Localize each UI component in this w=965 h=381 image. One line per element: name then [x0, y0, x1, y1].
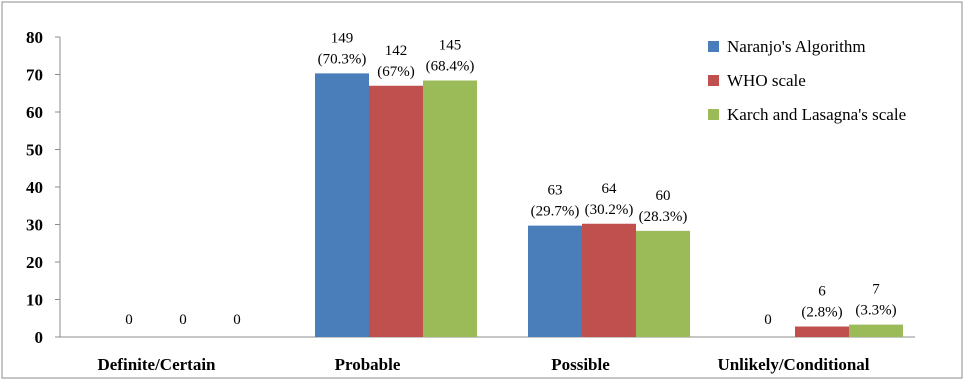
data-label-count: 145 — [439, 38, 462, 54]
data-label-count: 149 — [331, 30, 354, 46]
y-tick-label: 80 — [26, 28, 43, 47]
legend-swatch — [708, 109, 719, 120]
data-label: 0 — [764, 312, 772, 328]
data-label: 0 — [125, 312, 133, 328]
data-label-percent: (68.4%) — [426, 59, 475, 75]
bar — [528, 225, 582, 337]
category-label: Unlikely/Conditional — [717, 355, 869, 374]
data-label-percent: (70.3%) — [318, 51, 367, 67]
data-label-percent: (29.7%) — [531, 204, 580, 220]
y-tick-label: 10 — [26, 291, 43, 310]
bar — [582, 223, 636, 337]
y-tick-label: 70 — [26, 66, 43, 85]
bar — [315, 73, 369, 337]
legend-swatch — [708, 75, 719, 86]
legend-swatch — [708, 41, 719, 52]
y-tick-label: 60 — [26, 103, 43, 122]
bar — [369, 85, 423, 337]
data-label: 0 — [233, 312, 241, 328]
category-label: Probable — [335, 355, 401, 374]
bar — [849, 324, 903, 337]
bar — [636, 230, 690, 337]
data-label-count: 6 — [818, 284, 826, 300]
data-label-percent: (67%) — [377, 64, 415, 80]
category-label: Possible — [551, 355, 610, 374]
category-label: Definite/Certain — [97, 355, 216, 374]
bar — [423, 80, 477, 337]
data-label-count: 60 — [656, 188, 671, 204]
y-tick-label: 40 — [26, 178, 43, 197]
y-tick-label: 0 — [35, 328, 44, 347]
legend-label: Karch and Lasagna's scale — [727, 105, 906, 124]
y-tick-label: 30 — [26, 216, 43, 235]
data-label-count: 63 — [548, 183, 563, 199]
data-label-count: 7 — [872, 282, 880, 298]
legend-label: Naranjo's Algorithm — [727, 37, 866, 56]
y-tick-label: 20 — [26, 253, 43, 272]
y-tick-label: 50 — [26, 141, 43, 160]
data-label-percent: (2.8%) — [801, 305, 842, 321]
data-label-percent: (3.3%) — [855, 303, 896, 319]
data-label-percent: (30.2%) — [585, 202, 634, 218]
bar — [795, 326, 849, 337]
legend-label: WHO scale — [727, 71, 806, 90]
data-label: 0 — [179, 312, 187, 328]
data-label-percent: (28.3%) — [639, 209, 688, 225]
data-label-count: 64 — [602, 181, 618, 197]
data-label-count: 142 — [385, 43, 408, 59]
